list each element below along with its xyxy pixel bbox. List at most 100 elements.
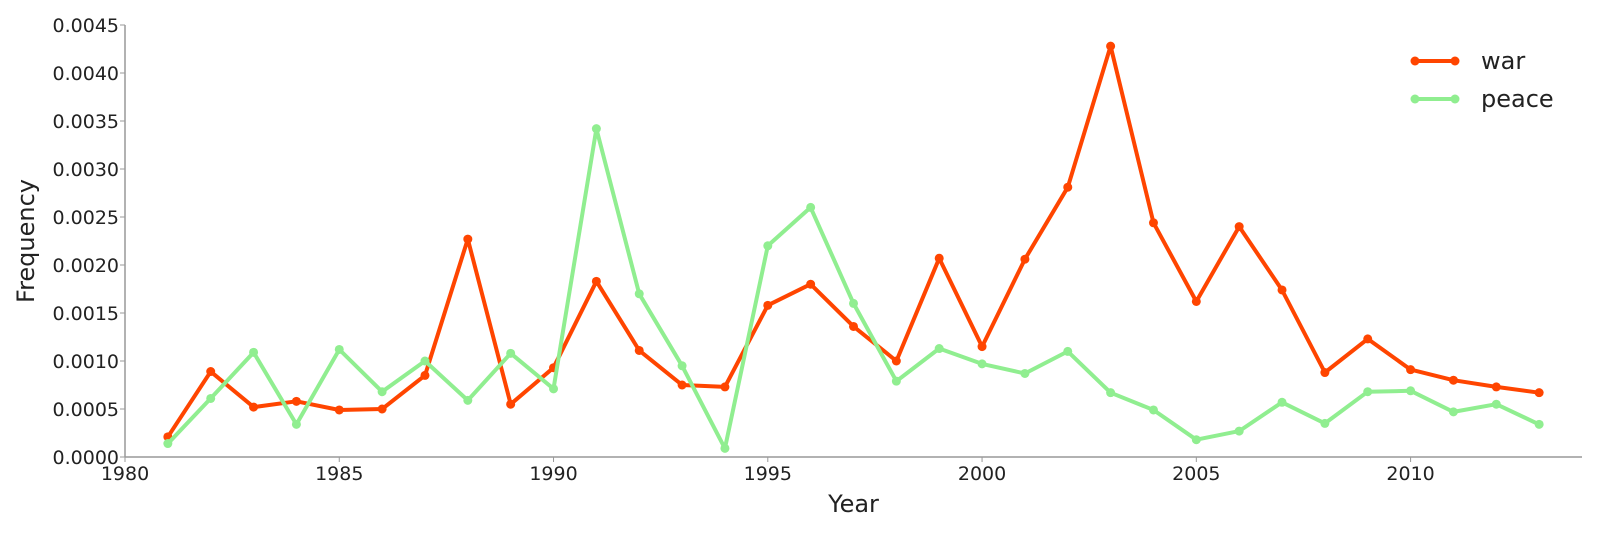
x-tick-label: 1990 <box>529 463 577 485</box>
data-point-war <box>377 404 387 414</box>
data-point-war <box>291 396 301 406</box>
data-point-war <box>1277 285 1287 295</box>
data-point-war <box>634 345 644 355</box>
data-point-peace <box>1063 346 1073 356</box>
data-point-peace <box>1534 419 1544 429</box>
data-point-peace <box>334 344 344 354</box>
axes <box>124 25 1582 458</box>
data-point-peace <box>163 439 173 449</box>
x-tick-label: 2005 <box>1172 463 1220 485</box>
data-point-peace <box>377 387 387 397</box>
data-point-peace <box>1106 388 1116 398</box>
data-point-peace <box>677 361 687 371</box>
x-tick-label: 2000 <box>958 463 1006 485</box>
data-point-war <box>591 276 601 286</box>
data-point-peace <box>934 344 944 354</box>
data-point-peace <box>506 348 516 358</box>
data-point-war <box>849 321 858 331</box>
data-point-peace <box>1491 399 1501 409</box>
data-point-peace <box>1277 397 1287 407</box>
y-tick-label: 0.0040 <box>53 63 119 85</box>
legend-item-peace: peace <box>1410 85 1554 113</box>
legend: war peace <box>1410 47 1554 113</box>
data-point-peace <box>591 124 601 134</box>
data-point-peace <box>549 384 559 394</box>
data-point-war <box>1148 218 1158 228</box>
data-point-war <box>1234 222 1244 232</box>
data-point-peace <box>1448 407 1458 417</box>
x-tick-label: 2010 <box>1386 463 1434 485</box>
data-point-war <box>1491 382 1501 392</box>
y-tick-label: 0.0030 <box>53 159 119 181</box>
data-point-war <box>1191 296 1201 306</box>
data-point-peace <box>249 347 259 357</box>
legend-marker <box>1410 94 1420 104</box>
data-point-peace <box>1191 435 1201 445</box>
y-tick-label: 0.0045 <box>53 15 119 37</box>
y-axis-title: Frequency <box>12 179 40 303</box>
series-line-war <box>166 44 1540 438</box>
y-tick-label: 0.0020 <box>53 255 119 277</box>
data-point-war <box>1534 388 1544 398</box>
data-point-peace <box>1148 405 1158 415</box>
data-point-war <box>1063 182 1073 192</box>
y-tick-label: 0.0035 <box>53 111 119 133</box>
y-tick-label: 0.0025 <box>53 207 119 229</box>
y-tick-label: 0.0015 <box>53 303 119 325</box>
data-point-peace <box>634 289 644 299</box>
data-point-peace <box>763 241 773 251</box>
y-tick-label: 0.0000 <box>53 447 119 469</box>
data-point-peace <box>1406 386 1416 396</box>
data-point-peace <box>1320 418 1330 428</box>
data-point-war <box>249 402 259 412</box>
x-axis-title: Year <box>827 490 879 518</box>
data-point-war <box>334 405 344 415</box>
series-war <box>163 41 1544 442</box>
legend-marker <box>1410 56 1420 66</box>
data-point-peace <box>206 393 216 403</box>
x-axis-ticks: 1980 1985 1990 1995 2000 2005 2010 <box>101 457 1435 485</box>
series-line-peace <box>166 126 1540 451</box>
data-point-war <box>1448 375 1458 385</box>
data-point-war <box>1406 365 1416 375</box>
data-point-peace <box>1020 368 1030 378</box>
data-point-peace <box>806 202 816 212</box>
data-point-war <box>206 367 216 377</box>
data-point-peace <box>720 443 730 453</box>
data-point-war <box>806 279 816 289</box>
legend-label: war <box>1481 47 1525 75</box>
data-point-war <box>977 342 987 352</box>
data-point-war <box>506 399 516 409</box>
data-point-war <box>463 234 473 244</box>
y-axis-ticks: 0.0000 0.0005 0.0010 0.0015 0.0020 0.0025 0.00… <box>53 15 125 469</box>
data-point-war <box>720 382 730 392</box>
data-point-peace <box>977 359 987 369</box>
data-point-war <box>1020 254 1030 264</box>
data-point-war <box>934 253 944 263</box>
x-tick-label: 1980 <box>101 463 149 485</box>
data-point-peace <box>849 298 858 308</box>
data-point-peace <box>891 376 901 386</box>
data-point-war <box>763 300 773 310</box>
data-point-peace <box>1363 387 1373 397</box>
x-tick-label: 1985 <box>315 463 363 485</box>
data-point-peace <box>463 395 473 405</box>
data-point-peace <box>1234 426 1244 436</box>
legend-item-war: war <box>1410 47 1525 75</box>
data-point-war <box>891 356 901 366</box>
y-tick-label: 0.0010 <box>53 351 119 373</box>
data-point-war <box>677 380 687 390</box>
data-point-peace <box>420 356 430 366</box>
series-layer <box>163 41 1544 453</box>
legend-marker <box>1450 56 1460 66</box>
data-point-peace <box>291 419 301 429</box>
y-tick-label: 0.0005 <box>53 399 119 421</box>
data-point-war <box>1363 334 1373 344</box>
x-tick-label: 1995 <box>744 463 792 485</box>
data-point-war <box>420 370 430 380</box>
data-point-war <box>1106 41 1116 51</box>
legend-label: peace <box>1481 85 1554 113</box>
data-point-war <box>1320 368 1330 378</box>
legend-marker <box>1450 94 1460 104</box>
